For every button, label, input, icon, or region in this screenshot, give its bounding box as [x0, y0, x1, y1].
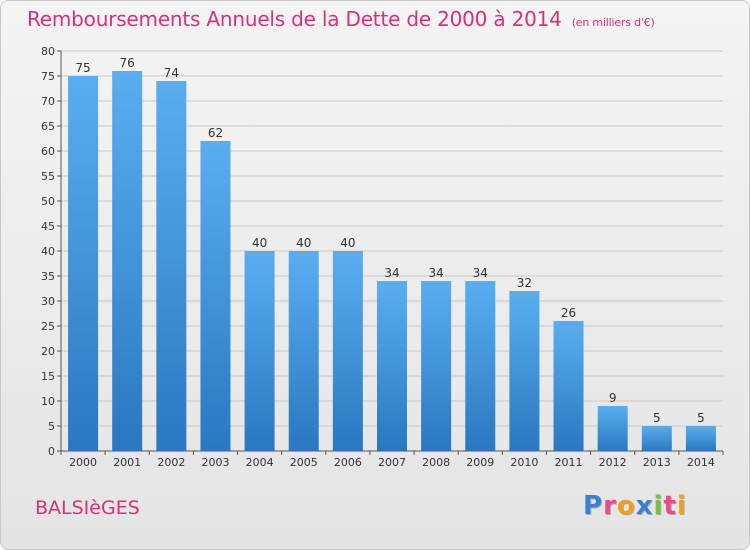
bar-2013 — [641, 426, 672, 451]
bar-2007 — [376, 281, 408, 451]
logo-letter: r — [603, 491, 617, 521]
bar-2010 — [509, 291, 540, 451]
y-tick-label: 75 — [41, 70, 55, 83]
x-tick-label-2002: 2002 — [157, 456, 185, 469]
bar-2004 — [244, 251, 275, 451]
logo-letter: t — [663, 491, 677, 521]
data-label-2005: 40 — [296, 236, 311, 250]
y-tick-label: 30 — [41, 295, 55, 308]
bar-2014 — [685, 426, 716, 451]
data-label-2001: 76 — [120, 56, 135, 70]
x-tick-label-2014: 2014 — [687, 456, 715, 469]
data-label-2000: 75 — [75, 61, 90, 75]
chart-title-text: Remboursements Annuels de la Dette de 20… — [27, 7, 562, 31]
logo-letter: i — [676, 491, 687, 521]
data-label-2009: 34 — [473, 266, 488, 280]
x-tick-label-2012: 2012 — [599, 456, 627, 469]
y-tick-label: 60 — [41, 145, 55, 158]
data-label-2010: 32 — [517, 276, 532, 290]
bar-2001 — [112, 71, 143, 451]
bar-2012 — [597, 406, 628, 451]
commune-name: BALSIèGES — [35, 497, 140, 519]
bar-2006 — [332, 251, 363, 451]
data-label-2002: 74 — [164, 66, 179, 80]
x-tick-label-2010: 2010 — [510, 456, 538, 469]
y-tick-label: 80 — [41, 45, 55, 58]
proxiti-logo: Proxiti — [583, 491, 687, 521]
data-label-2011: 26 — [561, 306, 576, 320]
x-tick-label-2007: 2007 — [378, 456, 406, 469]
bar-2009 — [465, 281, 496, 451]
y-tick-label: 5 — [48, 420, 55, 433]
x-tick-label-2004: 2004 — [246, 456, 274, 469]
x-tick-label-2000: 2000 — [69, 456, 97, 469]
bar-2002 — [156, 81, 187, 451]
x-tick-label-2001: 2001 — [113, 456, 141, 469]
x-tick-label-2008: 2008 — [422, 456, 450, 469]
logo-letter: o — [616, 491, 636, 521]
x-tick-label-2005: 2005 — [290, 456, 318, 469]
logo-letter: P — [583, 491, 604, 521]
labels: 0510152025303540455055606570758075200076… — [41, 45, 715, 469]
y-tick-label: 55 — [41, 170, 55, 183]
y-tick-label: 10 — [41, 395, 55, 408]
y-tick-label: 40 — [41, 245, 55, 258]
x-tick-label-2009: 2009 — [466, 456, 494, 469]
data-label-2007: 34 — [384, 266, 399, 280]
data-label-2006: 40 — [340, 236, 355, 250]
data-label-2014: 5 — [697, 411, 705, 425]
bar-2011 — [553, 321, 584, 451]
x-tick-label-2006: 2006 — [334, 456, 362, 469]
y-tick-label: 20 — [41, 345, 55, 358]
bar-2008 — [421, 281, 452, 451]
bar-2005 — [288, 251, 319, 451]
y-tick-label: 70 — [41, 95, 55, 108]
chart-subtitle: (en milliers d'€) — [571, 16, 655, 29]
bar-2003 — [200, 141, 231, 451]
x-tick-label-2003: 2003 — [201, 456, 229, 469]
data-label-2004: 40 — [252, 236, 267, 250]
y-tick-label: 15 — [41, 370, 55, 383]
y-tick-label: 45 — [41, 220, 55, 233]
data-label-2008: 34 — [428, 266, 443, 280]
logo-letter: x — [635, 491, 654, 521]
logo-letter: i — [653, 491, 664, 521]
chart-title: Remboursements Annuels de la Dette de 20… — [27, 7, 655, 31]
data-label-2012: 9 — [609, 391, 617, 405]
y-tick-label: 65 — [41, 120, 55, 133]
bars — [68, 71, 716, 451]
data-label-2003: 62 — [208, 126, 223, 140]
bar-2000 — [68, 76, 99, 451]
y-tick-label: 50 — [41, 195, 55, 208]
x-tick-label-2013: 2013 — [643, 456, 671, 469]
x-tick-label-2011: 2011 — [555, 456, 583, 469]
y-tick-label: 0 — [48, 445, 55, 458]
y-tick-label: 25 — [41, 320, 55, 333]
y-tick-label: 35 — [41, 270, 55, 283]
data-label-2013: 5 — [653, 411, 661, 425]
